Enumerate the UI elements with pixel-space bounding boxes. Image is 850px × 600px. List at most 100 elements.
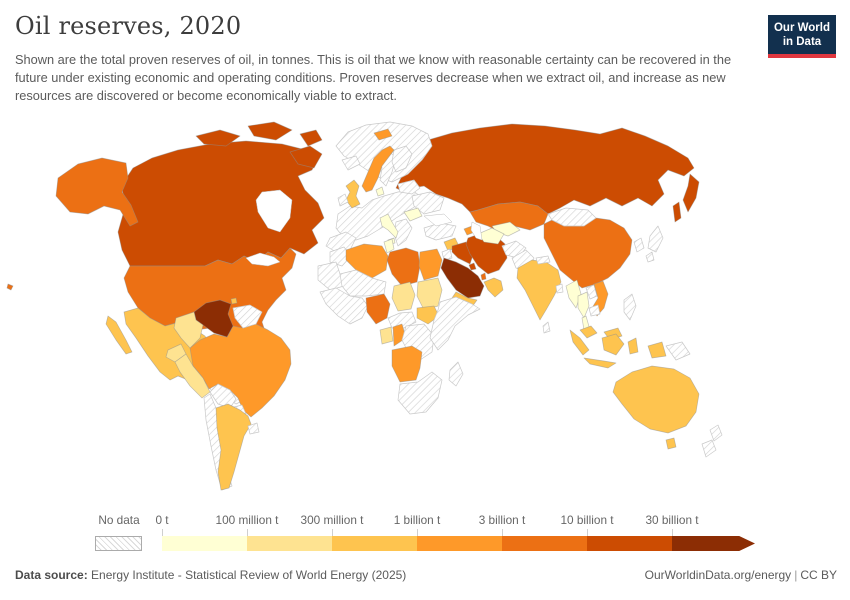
country-indonesia-sulawesi[interactable] (627, 337, 639, 355)
black-sea (423, 213, 453, 227)
legend-bin-2[interactable] (332, 536, 417, 551)
country-thailand[interactable] (577, 291, 590, 319)
country-peru[interactable] (174, 353, 211, 399)
country-uruguay[interactable] (247, 422, 260, 435)
country-egypt[interactable] (418, 248, 443, 281)
country-southern-africa[interactable] (397, 371, 443, 415)
legend-bin-4[interactable] (502, 536, 587, 551)
license-link[interactable]: CC BY (800, 568, 837, 582)
legend-no-data-swatch[interactable] (95, 536, 142, 551)
world-choropleth-map (6, 121, 723, 491)
country-bangladesh[interactable] (555, 283, 564, 294)
country-korea[interactable] (633, 237, 645, 253)
country-tunisia[interactable] (383, 238, 395, 254)
owid-logo[interactable]: Our World in Data (768, 15, 836, 59)
country-finland[interactable] (391, 145, 413, 173)
country-south-sudan[interactable] (416, 305, 440, 325)
country-guyanas[interactable] (232, 304, 263, 329)
country-angola[interactable] (391, 345, 423, 383)
country-ukraine[interactable] (411, 191, 445, 215)
country-canada-arctic-2[interactable] (247, 121, 293, 141)
country-new-zealand-south[interactable] (701, 439, 717, 458)
country-canada[interactable] (117, 140, 325, 267)
country-saudi-arabia[interactable] (440, 257, 485, 299)
country-png[interactable] (665, 341, 691, 361)
country-usa-alaska[interactable] (55, 157, 139, 227)
legend-tick (417, 529, 418, 536)
country-iceland[interactable] (341, 155, 361, 171)
legend-bin-5[interactable] (587, 536, 672, 551)
country-russia-sakhalin[interactable] (672, 201, 682, 223)
country-east-africa[interactable] (429, 296, 481, 351)
country-japan-south[interactable] (645, 251, 655, 263)
country-kuwait[interactable] (468, 262, 477, 271)
legend-tick-label-3: 1 billion t (393, 513, 441, 527)
country-australia-tasmania[interactable] (665, 437, 677, 450)
legend-tick (502, 529, 503, 536)
country-algeria[interactable] (345, 243, 389, 279)
owid-logo-line2: in Data (782, 36, 822, 49)
country-cameroon-car[interactable] (387, 311, 417, 329)
legend-tick (247, 529, 248, 536)
country-australia[interactable] (612, 365, 700, 434)
country-canada-arctic-3[interactable] (299, 129, 323, 147)
footer-separator: | (794, 568, 798, 582)
country-sri-lanka[interactable] (542, 321, 551, 334)
country-uae-oman[interactable] (483, 277, 504, 298)
country-trinidad[interactable] (230, 297, 238, 305)
legend-bin-6-arrow[interactable] (672, 536, 755, 551)
country-madagascar[interactable] (448, 361, 464, 387)
country-qatar[interactable] (480, 272, 487, 281)
owid-url-link[interactable]: OurWorldinData.org/energy (644, 568, 792, 582)
country-turkmenistan[interactable] (477, 227, 505, 245)
chart-subtitle: Shown are the total proven reserves of o… (15, 52, 732, 104)
legend-bin-3[interactable] (417, 536, 502, 551)
country-norway-svalbard[interactable] (373, 128, 393, 141)
country-ireland[interactable] (337, 193, 349, 207)
country-norway[interactable] (361, 145, 395, 193)
map-legend: No data 0 t 100 million t 300 million t … (0, 508, 850, 556)
country-gabon[interactable] (379, 326, 394, 345)
country-turkey[interactable] (423, 222, 457, 241)
country-belarus-baltics[interactable] (397, 179, 421, 195)
country-mexico-baja[interactable] (105, 315, 133, 355)
country-colombia[interactable] (173, 311, 204, 349)
country-uk[interactable] (345, 179, 361, 209)
country-philippines[interactable] (623, 293, 637, 321)
country-cambodia[interactable] (588, 304, 601, 317)
country-argentina[interactable] (215, 403, 252, 491)
country-canada-arctic-1[interactable] (195, 129, 241, 147)
country-mongolia[interactable] (547, 207, 597, 227)
legend-tick (332, 529, 333, 536)
legend-bin-0[interactable] (162, 536, 247, 551)
country-west-africa[interactable] (319, 287, 369, 325)
country-nepal[interactable] (535, 255, 551, 265)
country-bolivia[interactable] (209, 383, 237, 409)
country-india[interactable] (516, 259, 562, 321)
country-canada-baffin[interactable] (289, 145, 323, 169)
country-italy[interactable] (379, 213, 399, 239)
legend-bin-1[interactable] (247, 536, 332, 551)
country-indonesia-kalimantan[interactable] (601, 333, 625, 356)
great-lakes (245, 252, 281, 267)
country-jordan-israel[interactable] (441, 248, 453, 261)
country-japan[interactable] (647, 225, 664, 253)
country-romania[interactable] (403, 207, 423, 222)
country-indonesia-papua[interactable] (647, 341, 667, 359)
country-new-zealand-north[interactable] (709, 424, 723, 442)
country-laos[interactable] (585, 284, 598, 300)
country-chad[interactable] (391, 281, 416, 312)
country-nigeria[interactable] (365, 293, 391, 325)
page-title: Oil reserves, 2020 (15, 12, 242, 40)
country-usa-hawaii[interactable] (6, 283, 14, 291)
country-indonesia-sumatra[interactable] (569, 329, 590, 356)
country-sudan[interactable] (416, 277, 443, 311)
country-libya[interactable] (386, 247, 421, 287)
country-indonesia-java[interactable] (583, 357, 617, 369)
country-denmark[interactable] (375, 186, 385, 197)
data-source-label: Data source: (15, 568, 88, 582)
legend-tick (162, 529, 163, 536)
country-malaysia[interactable] (579, 325, 598, 339)
country-russia[interactable] (395, 123, 695, 215)
country-russia-kamchatka[interactable] (682, 173, 700, 213)
